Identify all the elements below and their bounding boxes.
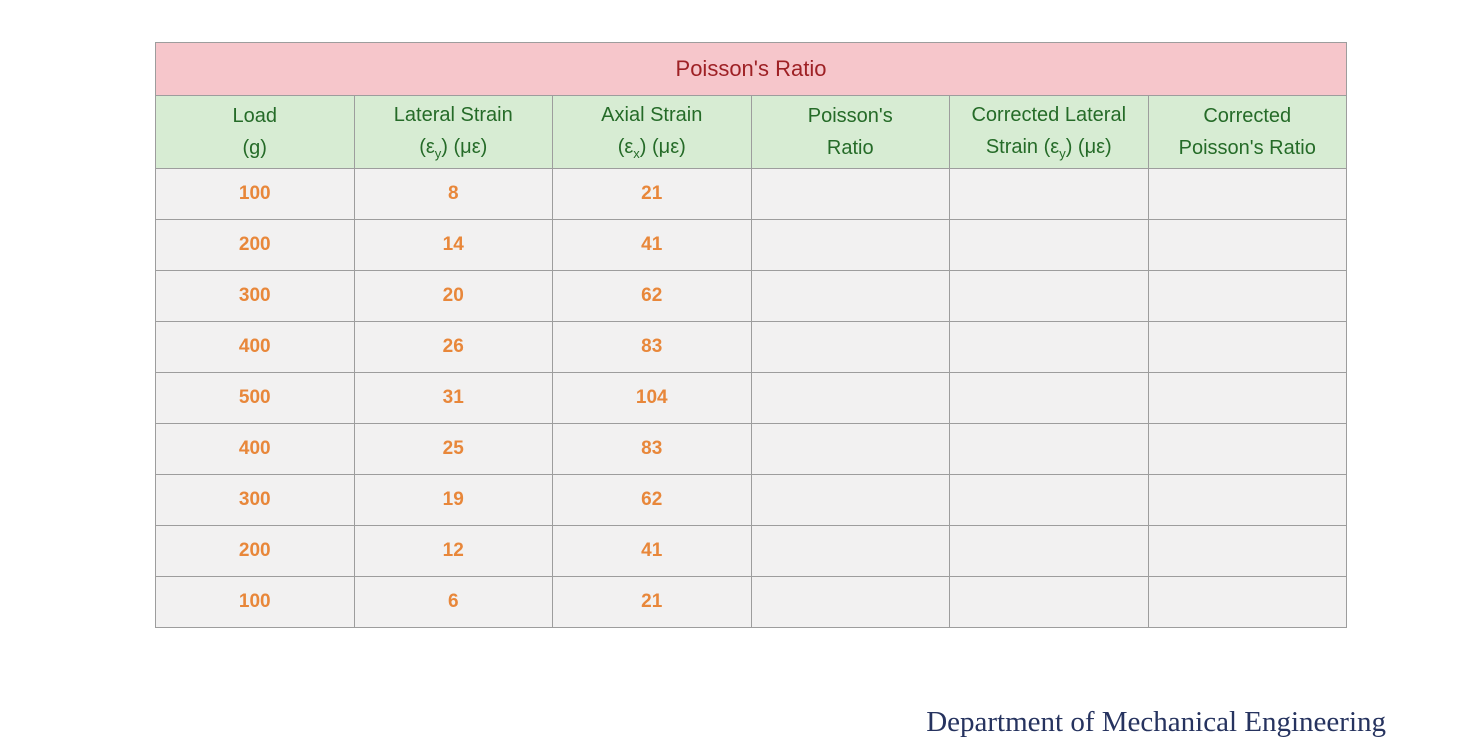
- cell-corrected-poissons-ratio: [1147, 423, 1347, 475]
- cell-load: 300: [155, 270, 355, 322]
- table-row: 200 14 41: [155, 219, 1347, 271]
- cell-lateral-strain: 26: [353, 321, 553, 373]
- cell-corrected-lateral-strain: [949, 219, 1149, 271]
- cell-corrected-poissons-ratio: [1147, 219, 1347, 271]
- column-header-line2: (εx) (με): [617, 136, 686, 162]
- cell-corrected-poissons-ratio: [1147, 168, 1347, 220]
- cell-load: 400: [155, 423, 355, 475]
- table-row: 500 31 104: [155, 372, 1347, 424]
- table-row: 100 8 21: [155, 168, 1347, 220]
- cell-corrected-lateral-strain: [949, 270, 1149, 322]
- cell-poissons-ratio: [750, 372, 950, 424]
- cell-axial-strain: 41: [552, 525, 752, 577]
- department-footer: Department of Mechanical Engineering: [926, 706, 1386, 738]
- cell-lateral-strain: 6: [353, 576, 553, 628]
- cell-poissons-ratio: [750, 474, 950, 526]
- column-header-line1: Axial Strain: [601, 104, 703, 127]
- table-row: 400 25 83: [155, 423, 1347, 475]
- cell-corrected-lateral-strain: [949, 423, 1149, 475]
- cell-corrected-lateral-strain: [949, 168, 1149, 220]
- column-header-lateral-strain: Lateral Strain (εy) (με): [353, 95, 553, 169]
- table-title: Poisson's Ratio: [155, 42, 1347, 96]
- cell-axial-strain: 21: [552, 576, 752, 628]
- table-row: 300 19 62: [155, 474, 1347, 526]
- cell-load: 500: [155, 372, 355, 424]
- column-header-poissons-ratio: Poisson's Ratio: [750, 95, 950, 169]
- column-header-line2: (g): [242, 137, 267, 159]
- table-row: 200 12 41: [155, 525, 1347, 577]
- column-header-corrected-poissons-ratio: Corrected Poisson's Ratio: [1147, 95, 1347, 169]
- cell-corrected-lateral-strain: [949, 576, 1149, 628]
- column-header-line1: Corrected: [1203, 105, 1292, 127]
- cell-axial-strain: 62: [552, 270, 752, 322]
- column-header-line1: Corrected Lateral: [971, 104, 1127, 127]
- column-header-corrected-lateral-strain: Corrected Lateral Strain (εy) (με): [949, 95, 1149, 169]
- cell-axial-strain: 83: [552, 321, 752, 373]
- cell-lateral-strain: 14: [353, 219, 553, 271]
- column-header-line2: Ratio: [826, 137, 874, 159]
- cell-lateral-strain: 31: [353, 372, 553, 424]
- cell-corrected-poissons-ratio: [1147, 270, 1347, 322]
- cell-poissons-ratio: [750, 219, 950, 271]
- cell-corrected-poissons-ratio: [1147, 525, 1347, 577]
- cell-axial-strain: 41: [552, 219, 752, 271]
- cell-axial-strain: 104: [552, 372, 752, 424]
- cell-axial-strain: 62: [552, 474, 752, 526]
- column-header-axial-strain: Axial Strain (εx) (με): [552, 95, 752, 169]
- cell-corrected-lateral-strain: [949, 525, 1149, 577]
- cell-poissons-ratio: [750, 525, 950, 577]
- cell-lateral-strain: 19: [353, 474, 553, 526]
- column-header-line1: Lateral Strain: [393, 104, 513, 127]
- column-header-line1: Poisson's: [807, 105, 893, 127]
- cell-lateral-strain: 25: [353, 423, 553, 475]
- poissons-ratio-table: Poisson's Ratio Load (g) Lateral Strain (εy…: [155, 42, 1347, 628]
- cell-corrected-lateral-strain: [949, 474, 1149, 526]
- cell-corrected-poissons-ratio: [1147, 576, 1347, 628]
- cell-corrected-poissons-ratio: [1147, 321, 1347, 373]
- cell-poissons-ratio: [750, 168, 950, 220]
- column-header-row: Load (g) Lateral Strain (εy) (με) Axial Stra…: [155, 95, 1347, 169]
- cell-poissons-ratio: [750, 576, 950, 628]
- column-header-line2: Poisson's Ratio: [1178, 137, 1316, 159]
- cell-lateral-strain: 8: [353, 168, 553, 220]
- column-header-load: Load (g): [155, 95, 355, 169]
- table-title-row: Poisson's Ratio: [155, 42, 1347, 96]
- column-header-line1: Load: [232, 105, 278, 127]
- cell-lateral-strain: 12: [353, 525, 553, 577]
- cell-load: 100: [155, 168, 355, 220]
- cell-load: 200: [155, 219, 355, 271]
- cell-poissons-ratio: [750, 423, 950, 475]
- column-header-line2: (εy) (με): [419, 136, 488, 162]
- table-row: 300 20 62: [155, 270, 1347, 322]
- table-row: 400 26 83: [155, 321, 1347, 373]
- cell-corrected-lateral-strain: [949, 321, 1149, 373]
- cell-poissons-ratio: [750, 270, 950, 322]
- cell-load: 200: [155, 525, 355, 577]
- cell-load: 100: [155, 576, 355, 628]
- table-body: 100 8 21 200 14 41 300 20 62 400 26 83 500 31 104 400 25…: [155, 168, 1347, 628]
- cell-load: 300: [155, 474, 355, 526]
- cell-corrected-poissons-ratio: [1147, 372, 1347, 424]
- cell-poissons-ratio: [750, 321, 950, 373]
- cell-axial-strain: 21: [552, 168, 752, 220]
- cell-lateral-strain: 20: [353, 270, 553, 322]
- cell-load: 400: [155, 321, 355, 373]
- table-row: 100 6 21: [155, 576, 1347, 628]
- column-header-line2: Strain (εy) (με): [985, 136, 1112, 162]
- table-header: Poisson's Ratio Load (g) Lateral Strain (εy…: [155, 42, 1347, 169]
- cell-axial-strain: 83: [552, 423, 752, 475]
- cell-corrected-lateral-strain: [949, 372, 1149, 424]
- cell-corrected-poissons-ratio: [1147, 474, 1347, 526]
